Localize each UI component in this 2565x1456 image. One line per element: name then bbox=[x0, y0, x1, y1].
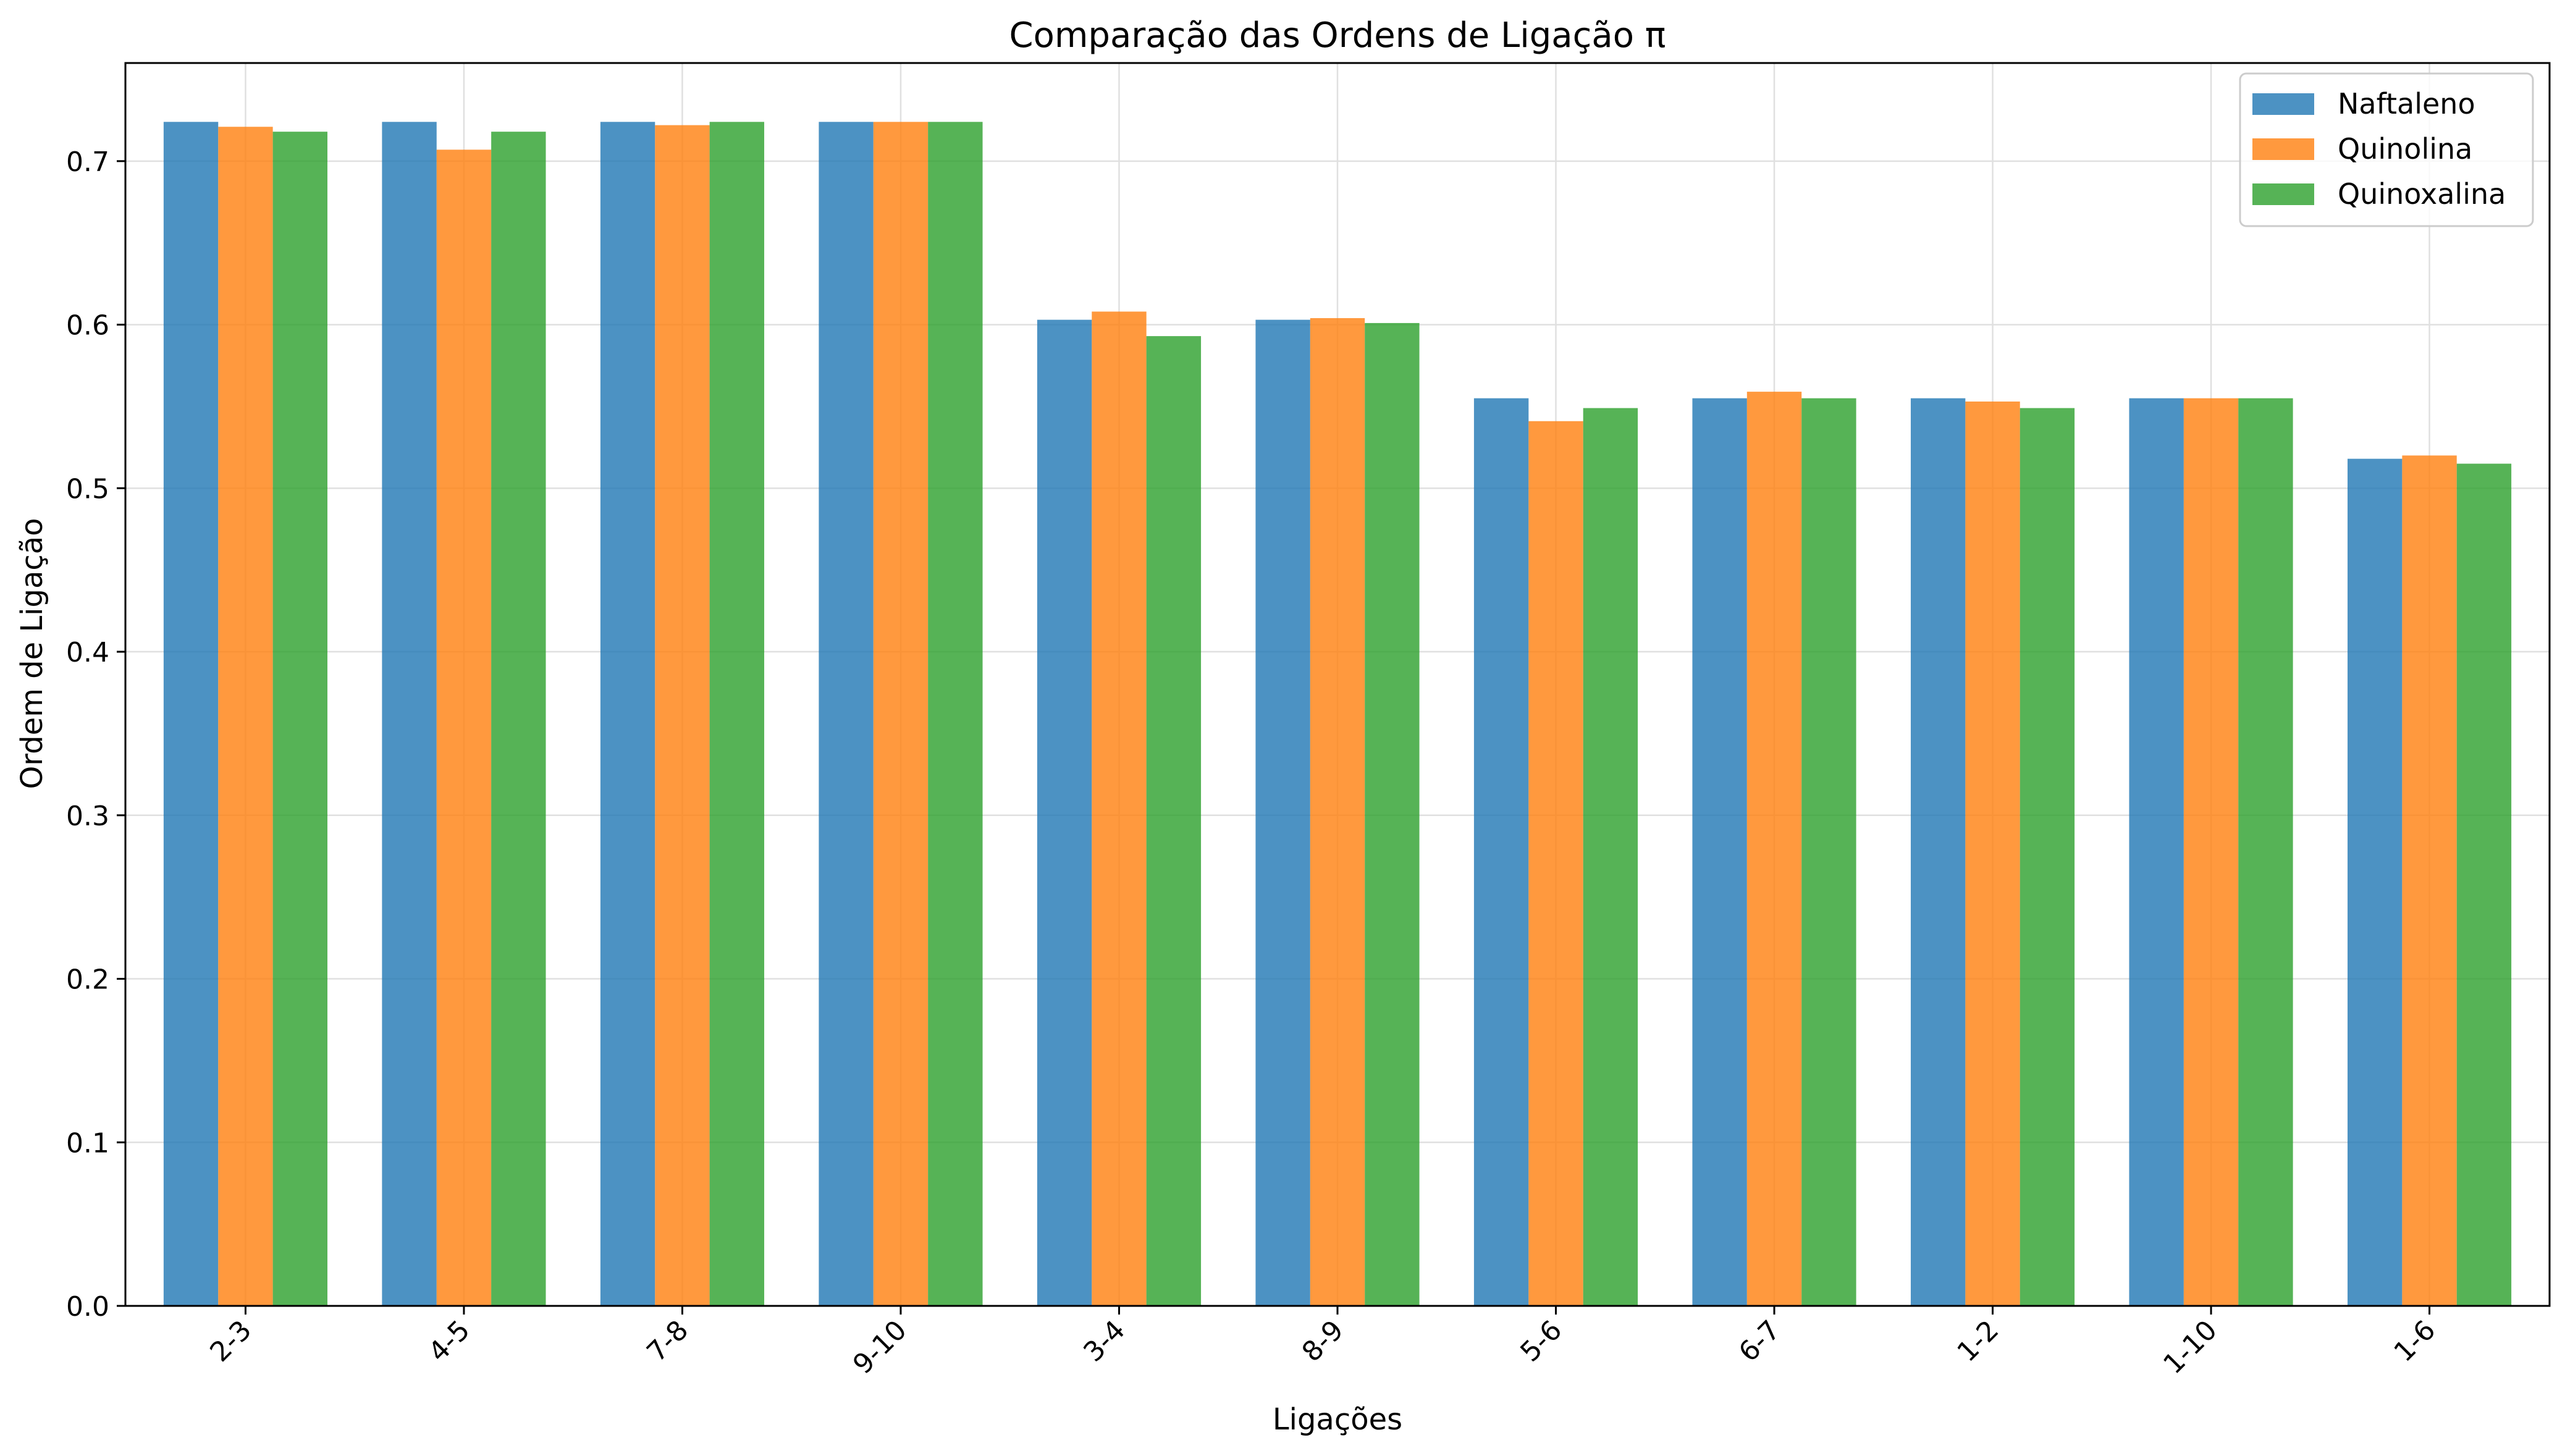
bar-quinoxalina-6-7 bbox=[1801, 398, 1856, 1307]
bar-quinoxalina-8-9 bbox=[1365, 322, 1420, 1306]
legend: Naftaleno Quinolina Quinoxalina bbox=[2239, 72, 2534, 227]
bar-naftaleno-6-7 bbox=[1692, 398, 1747, 1307]
y-axis-label: Ordem de Ligação bbox=[15, 518, 49, 789]
bar-naftaleno-5-6 bbox=[1473, 398, 1529, 1307]
bar-quinolina-7-8 bbox=[655, 125, 710, 1307]
bar-quinoxalina-5-6 bbox=[1583, 408, 1638, 1306]
y-tick-label: 0.1 bbox=[66, 1127, 109, 1159]
bar-naftaleno-1-2 bbox=[1910, 398, 1966, 1307]
bar-naftaleno-2-3 bbox=[163, 122, 219, 1306]
legend-label-naftaleno: Naftaleno bbox=[2338, 87, 2475, 120]
bar-quinoxalina-7-8 bbox=[709, 122, 765, 1306]
bar-quinolina-1-10 bbox=[2183, 398, 2239, 1307]
y-tick-label: 0.6 bbox=[66, 310, 109, 342]
bar-quinolina-1-2 bbox=[1965, 402, 2020, 1306]
bar-quinolina-8-9 bbox=[1310, 318, 1365, 1306]
bar-quinolina-1-6 bbox=[2402, 455, 2457, 1306]
bar-quinoxalina-3-4 bbox=[1146, 336, 1202, 1306]
bar-quinolina-5-6 bbox=[1528, 421, 1583, 1306]
bar-naftaleno-9-10 bbox=[819, 122, 874, 1306]
bar-quinoxalina-9-10 bbox=[928, 122, 983, 1306]
y-tick-label: 0.3 bbox=[66, 801, 109, 832]
x-axis-label: Ligações bbox=[1273, 1402, 1402, 1437]
legend-label-quinolina: Quinolina bbox=[2338, 132, 2472, 166]
chart-title: Comparação das Ordens de Ligação π bbox=[1009, 15, 1666, 56]
legend-swatch-quinoxalina bbox=[2252, 183, 2314, 205]
bar-quinoxalina-1-10 bbox=[2238, 398, 2293, 1307]
bar-naftaleno-8-9 bbox=[1255, 319, 1310, 1306]
y-tick-label: 0.5 bbox=[66, 473, 109, 505]
bar-quinolina-3-4 bbox=[1092, 311, 1147, 1306]
bar-quinoxalina-4-5 bbox=[491, 132, 546, 1307]
legend-items: Naftaleno Quinolina Quinoxalina bbox=[2252, 87, 2506, 211]
legend-label-quinoxalina: Quinoxalina bbox=[2338, 177, 2506, 211]
bar-naftaleno-3-4 bbox=[1037, 319, 1092, 1306]
bar-naftaleno-1-6 bbox=[2348, 458, 2403, 1307]
bar-quinoxalina-2-3 bbox=[272, 132, 327, 1307]
bar-naftaleno-1-10 bbox=[2129, 398, 2184, 1307]
bar-quinolina-2-3 bbox=[218, 127, 273, 1307]
bar-naftaleno-7-8 bbox=[600, 122, 655, 1306]
bar-quinolina-6-7 bbox=[1746, 392, 1802, 1306]
y-tick-label: 0.0 bbox=[66, 1291, 109, 1323]
bar-naftaleno-4-5 bbox=[382, 122, 437, 1306]
y-tick-label: 0.2 bbox=[66, 964, 109, 996]
bar-quinolina-9-10 bbox=[873, 122, 929, 1306]
legend-swatch-naftaleno bbox=[2252, 93, 2314, 115]
y-tick-label: 0.4 bbox=[66, 637, 109, 668]
legend-swatch-quinolina bbox=[2252, 138, 2314, 160]
axes bbox=[117, 62, 2551, 1315]
bar-quinoxalina-1-6 bbox=[2456, 463, 2512, 1307]
bar-quinolina-4-5 bbox=[436, 149, 492, 1306]
y-tick-label: 0.7 bbox=[66, 146, 109, 178]
bar-quinoxalina-1-2 bbox=[2020, 408, 2075, 1306]
bars-group bbox=[163, 122, 2512, 1307]
